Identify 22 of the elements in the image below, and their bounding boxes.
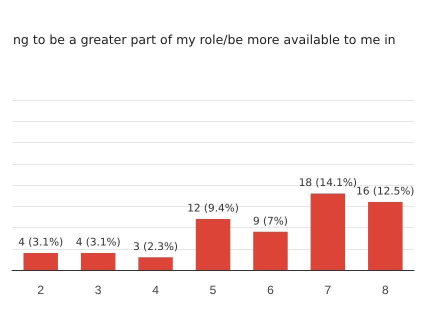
data-label: 16 (12.5%) xyxy=(356,186,414,198)
x-tick-label: 7 xyxy=(324,283,332,297)
data-label: 18 (14.1%) xyxy=(298,177,357,189)
bar xyxy=(80,253,116,270)
x-tick-label: 6 xyxy=(267,283,274,297)
data-label: 3 (2.3%) xyxy=(133,240,178,253)
bar xyxy=(310,194,346,270)
x-tick-label: 5 xyxy=(210,283,217,297)
x-tick-label: 3 xyxy=(94,283,102,297)
bar xyxy=(253,232,288,270)
bar xyxy=(23,253,58,270)
x-tick-label: 2 xyxy=(37,283,44,297)
bar xyxy=(196,219,230,270)
data-label: 9 (7%) xyxy=(252,215,288,228)
bar xyxy=(368,202,403,270)
chart-title: ng to be a greater part of my role/be more available to me in xyxy=(13,32,396,47)
x-tick-label: 4 xyxy=(152,283,160,297)
data-label: 4 (3.1%) xyxy=(76,236,121,248)
x-tick-label: 8 xyxy=(382,283,389,297)
data-label: 4 (3.1%) xyxy=(18,236,64,248)
data-label: 12 (9.4%) xyxy=(187,202,239,214)
bar xyxy=(138,257,173,270)
